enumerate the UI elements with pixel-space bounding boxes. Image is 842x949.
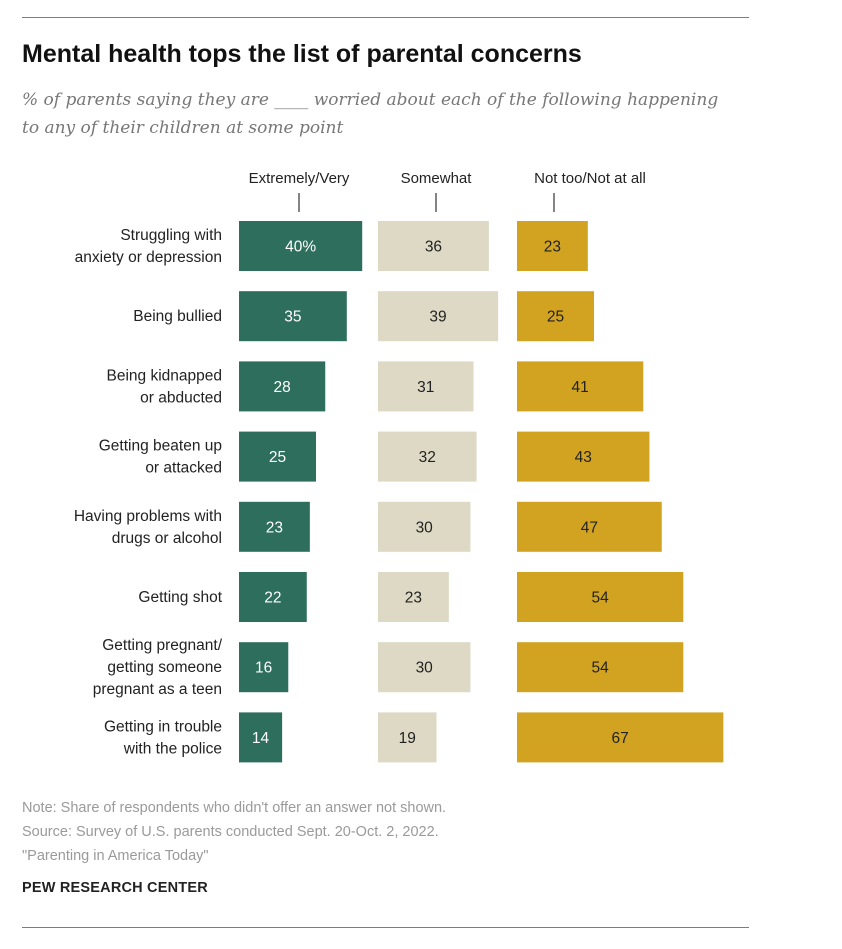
category-label: Getting beaten up or attacked [99,438,222,477]
bar-value-label: 28 [273,379,290,396]
bar-2-1 [517,291,594,342]
bar-0-7 [239,712,283,763]
bar-0-1 [239,291,347,342]
bar-value-label: 22 [264,590,281,607]
bar-0-2 [239,361,326,412]
bar-value-label: 31 [417,379,434,396]
bar-value-label: 25 [269,449,286,466]
chart-title: Mental health tops the list of parental … [22,40,582,68]
bar-2-6 [517,642,684,693]
category-label: Having problems with drugs or alcohol [74,508,222,547]
bar-1-2 [378,361,474,412]
bar-1-3 [378,431,477,482]
category-label: Getting pregnant/getting someone pregnant… [93,637,223,698]
report-name: "Parenting in America Today" [22,848,209,864]
bar-1-6 [378,642,471,693]
bar-value-label: 40% [285,239,316,256]
bar-value-label: 35 [284,309,301,326]
bar-value-label: 32 [419,449,436,466]
category-label: Being kidnapped or abducted [107,367,223,406]
bar-value-label: 30 [416,519,434,536]
bar-2-0 [517,221,588,271]
legend-label-1: Somewhat [401,170,473,187]
bar-value-label: 54 [592,660,610,677]
category-label: Being bullied [133,308,222,325]
category-label: Getting shot [138,589,222,606]
source-text: Source: Survey of U.S. parents conducted… [22,824,439,840]
bar-1-0 [378,221,489,271]
bar-value-label: 23 [266,519,283,536]
note-text: Note: Share of respondents who didn't of… [22,800,447,816]
bar-value-label: 36 [425,239,442,256]
bar-2-2 [517,361,644,412]
bar-2-5 [517,572,684,622]
bar-value-label: 41 [572,379,589,396]
bar-value-label: 43 [575,449,592,466]
bar-value-label: 23 [544,239,561,256]
bar-1-7 [378,712,437,763]
bar-value-label: 14 [252,730,270,747]
legend-label-2: Not too/Not at all [534,170,646,187]
bar-value-label: 47 [581,519,598,536]
bottom-rule [22,927,749,928]
bar-value-label: 16 [255,660,272,677]
bar-value-label: 25 [547,309,564,326]
bar-1-4 [378,501,471,552]
bar-chart: Extremely/Very Somewhat Not too/Not at all… [74,170,724,763]
legend-label-0: Extremely/Very [249,170,350,187]
bar-2-7 [517,712,724,763]
bar-0-4 [239,501,310,552]
bar-value-label: 67 [612,730,629,747]
bar-1-5 [378,572,449,622]
category-label: Struggling with anxiety or depression [75,227,222,266]
brand-label: PEW RESEARCH CENTER [22,880,208,896]
category-label: Getting in trouble with the police [104,718,222,757]
bar-value-label: 39 [429,309,446,326]
bar-2-4 [517,501,662,552]
bar-0-3 [239,431,316,482]
bar-value-label: 54 [592,590,610,607]
bar-0-5 [239,572,307,622]
bar-value-label: 30 [416,660,434,677]
top-rule [22,17,749,18]
chart-subtitle: % of parents saying they are ____ worrie… [22,90,719,138]
bar-0-6 [239,642,289,693]
bar-1-1 [378,291,499,342]
bar-value-label: 23 [405,590,422,607]
bar-0-0 [239,221,363,271]
bar-2-3 [517,431,650,482]
bar-value-label: 19 [399,730,416,747]
